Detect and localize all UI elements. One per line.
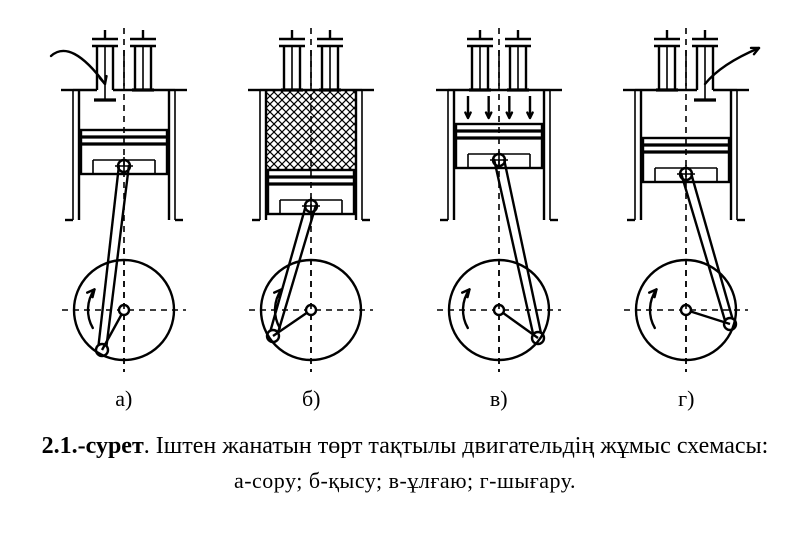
valve [692,30,718,100]
crankshaft [62,248,186,372]
crankshaft [249,248,373,372]
valve [654,30,680,90]
valve [467,30,493,90]
diagram-cell-b: б) [226,20,396,412]
valve [279,30,305,90]
connecting-rod [494,159,544,344]
sub-label-a: а) [115,386,132,412]
figure-legend: а-сору; б-қысу; в-ұлғаю; г-шығару. [0,468,810,494]
stroke-diagram-g [601,20,771,380]
crankshaft [437,248,561,372]
valve [92,30,118,100]
stroke-diagram-a [39,20,209,380]
valve [130,30,156,90]
valve [505,30,531,90]
diagrams-row: а) б) в) г) [0,0,810,412]
caption-rest: . Іштен жанатын төрт тақтылы двигательді… [144,433,769,459]
sub-label-b: б) [302,386,321,412]
stroke-diagram-b [226,20,396,380]
sub-label-g: г) [678,386,694,412]
figure-caption: 2.1.-сурет. Іштен жанатын төрт тақтылы д… [0,430,810,462]
diagram-cell-a: а) [39,20,209,412]
valve [317,30,343,90]
caption-bold: 2.1.-сурет [42,433,144,459]
diagram-cell-g: г) [601,20,771,412]
connecting-rod [267,205,316,342]
figure-container: а) б) в) г) 2.1.-сурет. Іштен жанатын төрт … [0,0,810,556]
diagram-cell-v: в) [414,20,584,412]
sub-label-v: в) [490,386,508,412]
stroke-diagram-v [414,20,584,380]
